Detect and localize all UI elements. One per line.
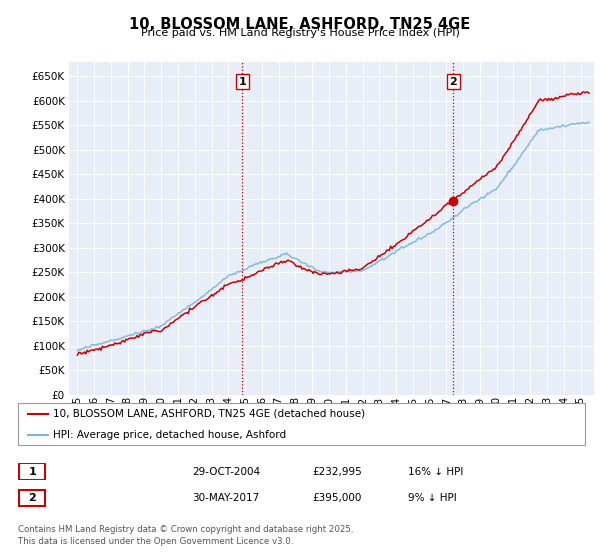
Text: 30-MAY-2017: 30-MAY-2017	[192, 493, 259, 503]
Text: 2: 2	[29, 493, 36, 503]
Text: £395,000: £395,000	[312, 493, 361, 503]
Text: Price paid vs. HM Land Registry's House Price Index (HPI): Price paid vs. HM Land Registry's House …	[140, 28, 460, 38]
Text: 29-OCT-2004: 29-OCT-2004	[192, 466, 260, 477]
Text: 1: 1	[29, 466, 36, 477]
Text: HPI: Average price, detached house, Ashford: HPI: Average price, detached house, Ashf…	[53, 430, 286, 440]
Text: 10, BLOSSOM LANE, ASHFORD, TN25 4GE (detached house): 10, BLOSSOM LANE, ASHFORD, TN25 4GE (det…	[53, 409, 365, 419]
Text: £232,995: £232,995	[312, 466, 362, 477]
Text: Contains HM Land Registry data © Crown copyright and database right 2025.
This d: Contains HM Land Registry data © Crown c…	[18, 525, 353, 546]
Text: 10, BLOSSOM LANE, ASHFORD, TN25 4GE: 10, BLOSSOM LANE, ASHFORD, TN25 4GE	[130, 17, 470, 32]
Text: 9% ↓ HPI: 9% ↓ HPI	[408, 493, 457, 503]
Text: 1: 1	[238, 77, 246, 87]
Text: 2: 2	[449, 77, 457, 87]
Text: 16% ↓ HPI: 16% ↓ HPI	[408, 466, 463, 477]
